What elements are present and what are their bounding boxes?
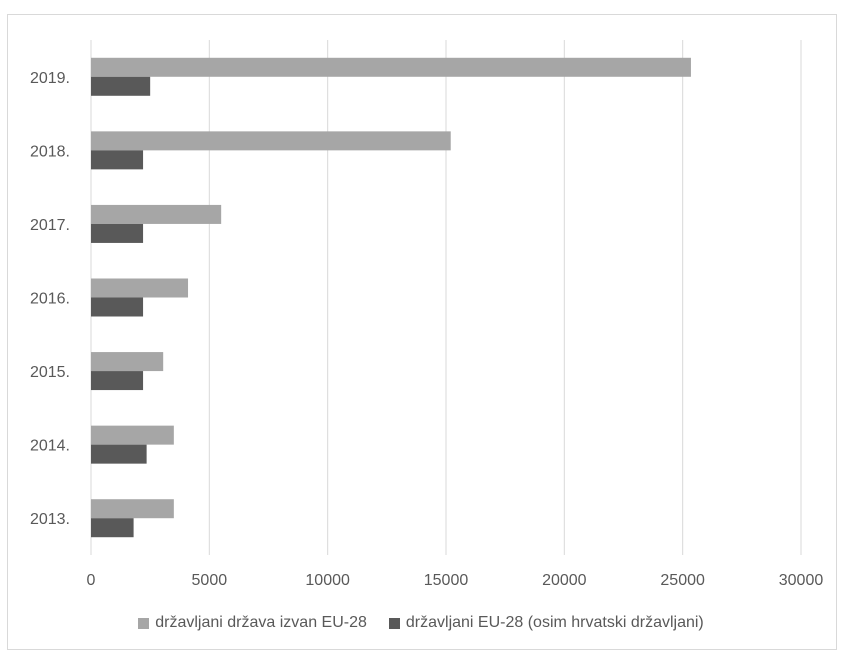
y-tick-label-2018: 2018.	[30, 143, 70, 160]
y-tick-label-2019: 2019.	[30, 70, 70, 87]
y-axis-labels: 2013. 2014. 2015. 2016. 2017. 2018. 2019.	[30, 70, 70, 528]
bar-2013-series-1	[91, 518, 134, 538]
legend-label-eu: državljani EU-28 (osim hrvatski državlja…	[405, 614, 704, 631]
x-tick-label-5000: 5000	[192, 572, 228, 589]
x-tick-label-0: 0	[87, 572, 96, 589]
legend-label-non-eu: državljani država izvan EU-28	[155, 614, 367, 631]
x-tick-label-30000: 30000	[779, 572, 824, 589]
y-tick-label-2013: 2013.	[30, 511, 70, 528]
chart-frame	[7, 14, 837, 650]
y-tick-label-2015: 2015.	[30, 364, 70, 381]
bar-2019-series-1	[91, 76, 151, 96]
y-tick-label-2017: 2017.	[30, 217, 70, 234]
bar-2015-series-1	[91, 371, 144, 391]
bar-2019-series-0	[91, 57, 691, 77]
bar-2016-series-0	[91, 278, 189, 298]
bar-2014-series-1	[91, 444, 147, 464]
x-tick-label-15000: 15000	[424, 572, 469, 589]
bar-2018-series-1	[91, 150, 144, 170]
x-axis-labels: 0 5000 10000 15000 20000 25000 30000	[87, 572, 824, 589]
bar-2015-series-0	[91, 352, 164, 372]
y-tick-label-2016: 2016.	[30, 291, 70, 308]
legend: državljani država izvan EU-28 državljani…	[0, 614, 842, 632]
bar-2018-series-0	[91, 131, 451, 151]
bars	[91, 57, 691, 538]
bar-2016-series-1	[91, 297, 144, 317]
bar-chart: 2013. 2014. 2015. 2016. 2017. 2018. 2019. 0 500…	[30, 40, 824, 589]
bar-2014-series-0	[91, 425, 174, 445]
gridlines	[90, 40, 802, 555]
y-tick-label-2014: 2014.	[30, 438, 70, 455]
legend-item-non-eu: državljani država izvan EU-28	[138, 614, 367, 632]
x-tick-label-25000: 25000	[660, 572, 705, 589]
bar-2017-series-0	[91, 204, 222, 224]
legend-swatch-eu	[388, 617, 400, 629]
x-tick-label-10000: 10000	[305, 572, 350, 589]
legend-swatch-non-eu	[138, 617, 150, 629]
bar-2013-series-0	[91, 499, 174, 519]
bar-2017-series-1	[91, 223, 144, 243]
legend-item-eu: državljani EU-28 (osim hrvatski državlja…	[388, 614, 704, 632]
x-tick-label-20000: 20000	[542, 572, 587, 589]
